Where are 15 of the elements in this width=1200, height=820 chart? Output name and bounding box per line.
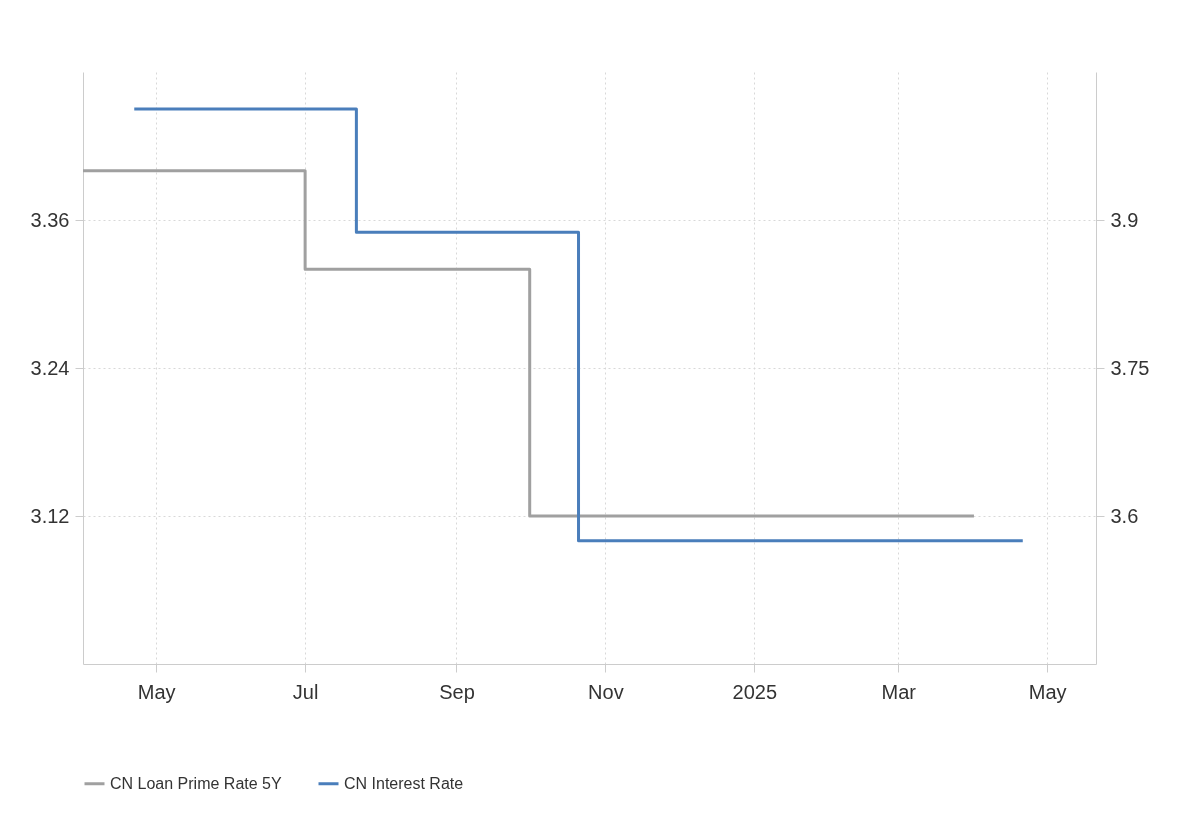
legend-label: CN Interest Rate	[344, 774, 464, 792]
x-tick-label: May	[137, 680, 176, 703]
x-tick-label: Nov	[588, 680, 624, 703]
x-tick-label: May	[1028, 680, 1067, 703]
y-tick-label: 3.12	[30, 504, 70, 527]
y-tick-label: 3.36	[30, 208, 70, 231]
y-tick-label: 3.24	[30, 356, 70, 379]
y2-tick-label: 3.75	[1110, 356, 1150, 379]
y2-tick-label: 3.6	[1110, 504, 1139, 527]
x-tick-label: Jul	[292, 680, 319, 703]
legend-label: CN Loan Prime Rate 5Y	[110, 774, 282, 792]
x-tick-label: Sep	[439, 680, 475, 703]
x-tick-label: Mar	[881, 680, 917, 703]
y2-tick-label: 3.9	[1110, 208, 1139, 231]
x-tick-label: 2025	[732, 680, 778, 703]
